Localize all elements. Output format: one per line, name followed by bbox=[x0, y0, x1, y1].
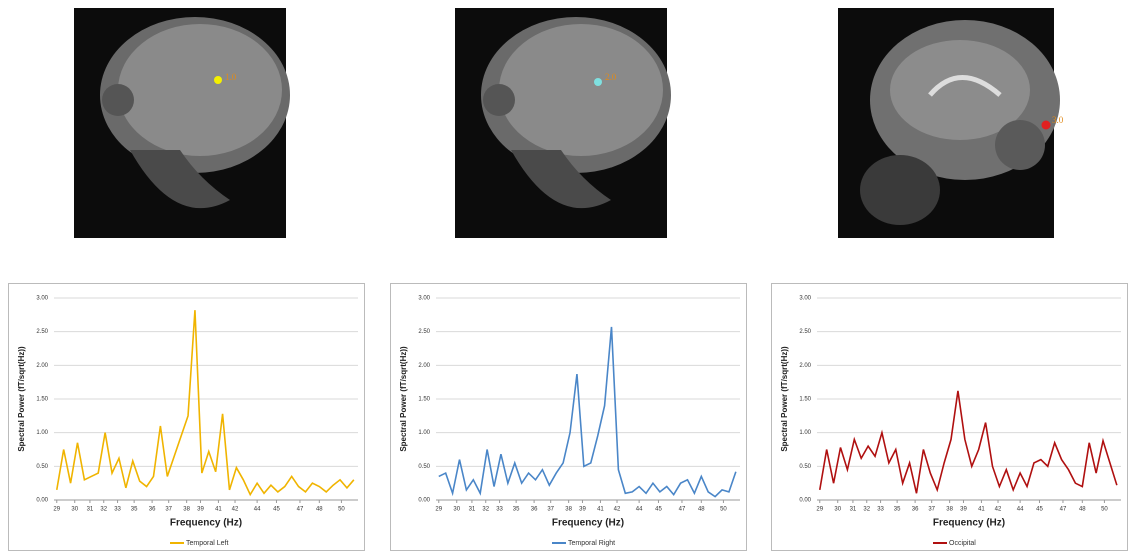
y-tick-label: 2.50 bbox=[36, 329, 48, 335]
x-tick-label: 30 bbox=[453, 507, 460, 513]
x-tick-label: 32 bbox=[100, 507, 107, 513]
mri-image: 1.0 bbox=[74, 8, 290, 238]
y-tick-label: 0.00 bbox=[36, 498, 48, 504]
x-tick-label: 41 bbox=[215, 507, 222, 513]
x-tick-label: 39 bbox=[960, 507, 967, 513]
y-tick-label: 0.50 bbox=[799, 464, 811, 470]
x-tick-label: 42 bbox=[614, 507, 621, 513]
y-tick-label: 3.00 bbox=[418, 296, 430, 302]
y-tick-label: 3.00 bbox=[36, 296, 48, 302]
mri-image: 2.0 bbox=[455, 8, 671, 238]
x-tick-label: 38 bbox=[565, 507, 572, 513]
x-tick-label: 29 bbox=[435, 507, 442, 513]
mri-image: 3.0 bbox=[838, 8, 1064, 238]
y-tick-label: 1.50 bbox=[799, 397, 811, 403]
y-tick-label: 0.00 bbox=[418, 498, 430, 504]
y-tick-label: 1.00 bbox=[799, 430, 811, 436]
x-tick-label: 30 bbox=[71, 507, 78, 513]
x-tick-label: 45 bbox=[655, 507, 662, 513]
y-tick-label: 0.50 bbox=[36, 464, 48, 470]
x-tick-label: 33 bbox=[877, 507, 884, 513]
x-tick-label: 38 bbox=[946, 507, 953, 513]
legend-label: Temporal Right bbox=[568, 540, 615, 547]
x-tick-label: 47 bbox=[679, 507, 686, 513]
y-tick-label: 3.00 bbox=[799, 296, 811, 302]
y-axis-title: Spectral Power (fT/sqrt(Hz)) bbox=[17, 346, 26, 452]
x-tick-label: 44 bbox=[636, 507, 643, 513]
marker-label: 1.0 bbox=[225, 72, 237, 82]
x-tick-label: 31 bbox=[850, 507, 857, 513]
x-tick-label: 47 bbox=[297, 507, 304, 513]
y-tick-label: 2.00 bbox=[36, 363, 48, 369]
x-tick-label: 29 bbox=[816, 507, 823, 513]
y-tick-label: 1.50 bbox=[418, 397, 430, 403]
y-tick-label: 0.50 bbox=[418, 464, 430, 470]
x-tick-label: 45 bbox=[1036, 507, 1043, 513]
x-tick-label: 36 bbox=[149, 507, 156, 513]
x-tick-label: 32 bbox=[863, 507, 870, 513]
x-tick-label: 36 bbox=[531, 507, 538, 513]
x-tick-label: 41 bbox=[978, 507, 985, 513]
x-tick-label: 44 bbox=[254, 507, 261, 513]
x-tick-label: 33 bbox=[496, 507, 503, 513]
x-tick-label: 38 bbox=[183, 507, 190, 513]
x-tick-label: 35 bbox=[131, 507, 138, 513]
x-tick-label: 44 bbox=[1017, 507, 1024, 513]
legend-label: Temporal Left bbox=[186, 540, 228, 547]
legend-label: Occipital bbox=[949, 540, 976, 547]
x-tick-label: 41 bbox=[597, 507, 604, 513]
x-tick-label: 42 bbox=[232, 507, 239, 513]
x-tick-label: 42 bbox=[995, 507, 1002, 513]
x-tick-label: 50 bbox=[720, 507, 727, 513]
marker-label: 2.0 bbox=[605, 72, 617, 82]
x-tick-label: 35 bbox=[513, 507, 520, 513]
y-axis-title: Spectral Power (fT/sqrt(Hz)) bbox=[780, 346, 789, 452]
marker-label: 3.0 bbox=[1052, 115, 1064, 125]
x-tick-label: 48 bbox=[698, 507, 705, 513]
y-tick-label: 2.50 bbox=[418, 329, 430, 335]
x-tick-label: 32 bbox=[482, 507, 489, 513]
y-tick-label: 2.50 bbox=[799, 329, 811, 335]
x-axis-title: Frequency (Hz) bbox=[170, 518, 242, 529]
x-tick-label: 50 bbox=[1101, 507, 1108, 513]
x-tick-label: 33 bbox=[114, 507, 121, 513]
x-axis-title: Frequency (Hz) bbox=[552, 518, 624, 529]
x-tick-label: 45 bbox=[273, 507, 280, 513]
x-tick-label: 37 bbox=[547, 507, 554, 513]
x-axis-title: Frequency (Hz) bbox=[933, 518, 1005, 529]
x-tick-label: 50 bbox=[338, 507, 345, 513]
y-tick-label: 2.00 bbox=[799, 363, 811, 369]
y-tick-label: 0.00 bbox=[799, 498, 811, 504]
y-tick-label: 2.00 bbox=[418, 363, 430, 369]
x-tick-label: 37 bbox=[165, 507, 172, 513]
x-tick-label: 47 bbox=[1060, 507, 1067, 513]
x-tick-label: 48 bbox=[316, 507, 323, 513]
x-tick-label: 36 bbox=[912, 507, 919, 513]
y-axis-title: Spectral Power (fT/sqrt(Hz)) bbox=[399, 346, 408, 452]
y-tick-label: 1.00 bbox=[418, 430, 430, 436]
x-tick-label: 39 bbox=[197, 507, 204, 513]
y-tick-label: 1.50 bbox=[36, 397, 48, 403]
x-tick-label: 48 bbox=[1079, 507, 1086, 513]
x-tick-label: 31 bbox=[87, 507, 94, 513]
y-tick-label: 1.00 bbox=[36, 430, 48, 436]
x-tick-label: 35 bbox=[894, 507, 901, 513]
x-tick-label: 31 bbox=[469, 507, 476, 513]
x-tick-label: 37 bbox=[928, 507, 935, 513]
figure: 1.0 2.0 3.0 0.00 0.50 1.00 1.50 2.00 2.50 3.00… bbox=[0, 0, 1128, 552]
x-tick-label: 30 bbox=[834, 507, 841, 513]
x-tick-label: 29 bbox=[53, 507, 60, 513]
x-tick-label: 39 bbox=[579, 507, 586, 513]
